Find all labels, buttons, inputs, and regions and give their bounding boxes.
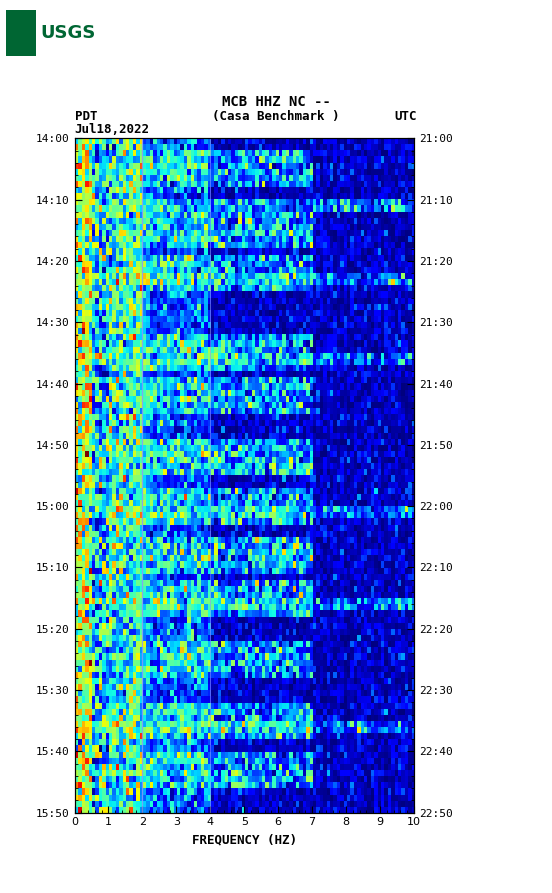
Text: Jul18,2022: Jul18,2022 <box>75 122 150 136</box>
X-axis label: FREQUENCY (HZ): FREQUENCY (HZ) <box>192 833 297 846</box>
Text: PDT: PDT <box>75 110 97 123</box>
Text: UTC: UTC <box>394 110 417 123</box>
Text: MCB HHZ NC --: MCB HHZ NC -- <box>221 95 331 109</box>
Text: (Casa Benchmark ): (Casa Benchmark ) <box>213 110 339 123</box>
Text: USGS: USGS <box>40 24 95 42</box>
FancyBboxPatch shape <box>6 10 36 56</box>
